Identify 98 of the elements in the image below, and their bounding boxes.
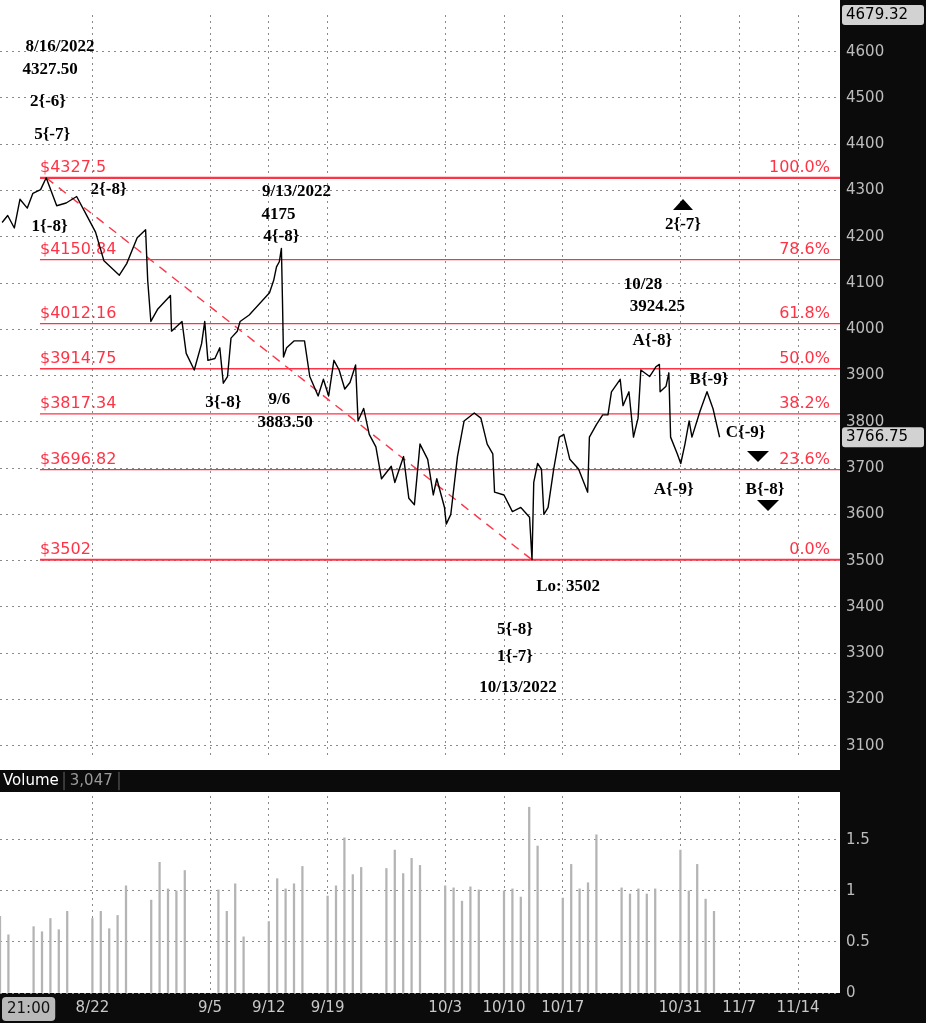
annotation: 78.6% [779,238,830,258]
bar [620,887,623,993]
annotation: 0.0% [789,538,830,558]
y-tick-label: 0 [846,982,856,1001]
y-tick-label: 0.5 [846,931,870,950]
bar [116,915,119,993]
annotation: 3883.50 [257,412,313,432]
annotation: B{-9} [689,369,729,389]
x-tick-label: 10/31 [658,997,703,1016]
annotation: 8/16/2022 [25,36,95,56]
annotation: 5{-8} [496,619,534,639]
y-tick-label: 1 [846,880,856,899]
y-tick-label: 3400 [846,596,885,615]
annotation: 1{-8} [31,215,68,235]
x-tick-label: 10/10 [482,997,526,1016]
annotation: 2{-7} [664,214,702,234]
y-tick-label: 4100 [846,272,885,291]
annotation: 5{-7} [34,124,71,144]
bar [578,888,581,993]
x-tick-label: 8/22 [75,997,110,1016]
y-tick-label: 4500 [846,87,885,106]
bar [679,849,682,993]
bar [343,837,346,993]
x-tick-label: 9/12 [251,997,286,1016]
bar [385,868,388,993]
annotation: Lo: 3502 [536,576,600,596]
annotation: 4175 [261,203,296,223]
bar [242,936,245,993]
bar [57,929,60,993]
bar [637,888,640,993]
bar [536,845,539,993]
annotation: 4{-8} [263,225,300,245]
bar [158,862,161,993]
annotation: A{-8} [632,329,673,349]
y-tick-label: 1.5 [846,829,870,848]
annotation: 2{-8} [90,178,127,198]
ref-line-label: $3696.82 [40,448,117,468]
ref-line-label: $4327.5 [40,156,107,176]
y-tick-label: 4200 [846,226,885,245]
y-tick-label: 3200 [846,689,885,708]
ref-line-label: $3914.75 [40,347,117,367]
y-tick-label: 3100 [846,735,885,754]
bar [452,887,455,993]
y-tick-label: 4600 [846,41,885,60]
annotation: 100.0% [768,156,830,176]
y-tick-label: 3700 [846,458,885,477]
bar [595,834,598,993]
y-tick-label: 3900 [846,365,885,384]
bar [32,926,35,993]
text: 21:00 [7,998,51,1017]
x-tick-label: 11/7 [722,997,757,1016]
annotation: 1{-7} [496,646,534,666]
y-tick-label: 3766.75 [846,427,909,446]
annotation: 2{-6} [29,91,67,111]
annotation: 23.6% [779,448,830,468]
annotation: 3924.25 [629,295,686,315]
annotation: 10/28 [623,274,663,294]
y-tick-label: 3500 [846,550,885,569]
annotation: B{-8} [745,479,785,499]
y-tick-label: 4300 [846,180,885,199]
y-tick-label: 4000 [846,319,885,338]
bar [91,918,94,993]
chart-title: Volume [3,770,59,789]
annotation: 9/6 [268,388,291,408]
bar [217,889,220,993]
annotation: A{-9} [653,478,694,498]
annotation: 38.2% [779,392,830,412]
x-tick-label: 9/19 [310,997,345,1016]
y-tick-label: 4679.32 [846,4,909,23]
bar [175,890,178,993]
bar [469,886,472,993]
y-tick-label: 3600 [846,504,885,523]
x-tick-label: 11/14 [776,997,820,1016]
bar [7,934,10,993]
y-tick-label: 3300 [846,643,885,662]
annotation: 61.8% [779,302,830,322]
annotation: 50.0% [779,347,830,367]
bar [704,898,707,993]
text: 3,047 [69,770,113,789]
ref-line-label: $3817.34 [40,392,117,412]
ref-line-label: $4012.16 [40,302,117,322]
x-tick-label: 10/17 [541,997,585,1016]
bar [49,918,52,993]
y-tick-label: 3800 [846,411,885,430]
bar [410,857,413,993]
bar [284,888,287,993]
annotation: 3{-8} [205,391,242,411]
y-tick-label: 4400 [846,134,885,153]
annotation: 4327.50 [22,59,78,79]
ref-line-label: $3502 [40,538,91,558]
bar [511,888,514,993]
bar [326,895,329,993]
annotation: 9/13/2022 [261,180,331,200]
x-tick-label: 9/5 [197,997,223,1016]
annotation: 10/13/2022 [479,677,557,697]
bar [301,866,304,993]
x-tick-label: 10/3 [428,997,463,1016]
annotation: C{-9} [725,421,766,441]
